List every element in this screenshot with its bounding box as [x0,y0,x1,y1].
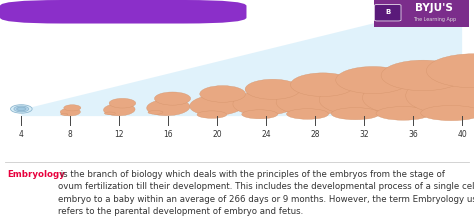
Ellipse shape [146,99,190,116]
Ellipse shape [242,110,278,119]
Text: 16: 16 [164,130,173,139]
Ellipse shape [319,81,409,115]
Ellipse shape [427,54,474,88]
Text: 20: 20 [212,130,222,139]
Text: 40: 40 [457,130,467,139]
Text: 32: 32 [359,130,369,139]
Polygon shape [21,2,462,116]
Text: 4: 4 [19,130,24,139]
Ellipse shape [10,105,32,113]
Ellipse shape [245,79,301,99]
Ellipse shape [109,98,136,108]
Ellipse shape [103,103,135,116]
FancyBboxPatch shape [0,0,246,24]
Ellipse shape [64,105,81,111]
Text: is the branch of biology which deals with the principles of the embryos from the: is the branch of biology which deals wit… [58,170,474,216]
Ellipse shape [380,91,410,98]
Ellipse shape [60,108,81,116]
Text: BYJU'S: BYJU'S [415,3,453,13]
Ellipse shape [155,92,191,105]
Ellipse shape [328,94,356,100]
Text: EMBRYOLOGY: EMBRYOLOGY [15,3,143,21]
Text: 36: 36 [408,130,418,139]
Ellipse shape [278,97,301,103]
Ellipse shape [14,106,29,112]
Ellipse shape [430,88,465,96]
Ellipse shape [336,67,410,94]
Ellipse shape [376,107,430,120]
Ellipse shape [61,114,68,115]
Ellipse shape [421,106,474,121]
Text: The Learning App: The Learning App [413,17,456,22]
Ellipse shape [331,108,380,120]
Ellipse shape [197,111,227,118]
Ellipse shape [276,86,355,115]
Text: 28: 28 [310,130,320,139]
FancyBboxPatch shape [371,0,473,28]
Ellipse shape [104,112,115,115]
Text: 12: 12 [115,130,124,139]
Text: 8: 8 [68,130,73,139]
Text: B: B [385,9,391,15]
Ellipse shape [291,73,356,97]
Ellipse shape [200,86,246,102]
Ellipse shape [363,77,464,115]
Ellipse shape [233,90,300,115]
Text: Embryology: Embryology [7,170,65,179]
Ellipse shape [190,95,245,116]
Ellipse shape [17,107,26,111]
Ellipse shape [148,110,163,114]
Ellipse shape [381,60,465,91]
FancyBboxPatch shape [374,4,401,21]
Text: 24: 24 [262,130,271,139]
Ellipse shape [406,72,474,115]
Ellipse shape [286,109,328,119]
